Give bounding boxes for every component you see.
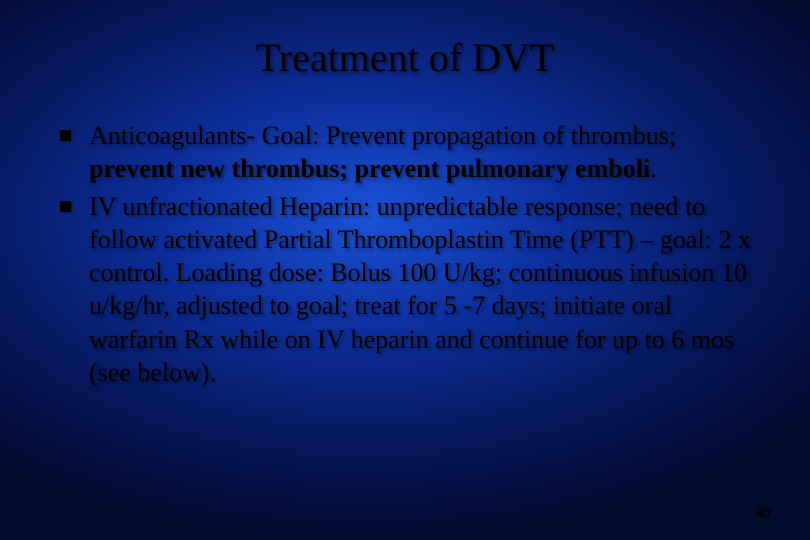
bullet-icon — [60, 130, 71, 141]
list-item: IV unfractionated Heparin: unpredictable… — [60, 190, 760, 390]
bullet-text: Anticoagulants- Goal: Prevent propagatio… — [89, 119, 760, 186]
bullet-prefix: Anticoagulants- Goal: Prevent propagatio… — [89, 121, 676, 150]
slide-content: Anticoagulants- Goal: Prevent propagatio… — [0, 81, 810, 389]
bullet-text: IV unfractionated Heparin: unpredictable… — [89, 190, 760, 390]
bullet-bold: prevent new thrombus; prevent pulmonary … — [89, 154, 650, 183]
list-item: Anticoagulants- Goal: Prevent propagatio… — [60, 119, 760, 186]
bullet-suffix: . — [650, 154, 657, 183]
bullet-icon — [60, 201, 71, 212]
bullet-prefix: IV unfractionated Heparin: unpredictable… — [89, 192, 751, 387]
slide-title: Treatment of DVT — [0, 0, 810, 81]
slide-number: 40 — [755, 505, 770, 522]
